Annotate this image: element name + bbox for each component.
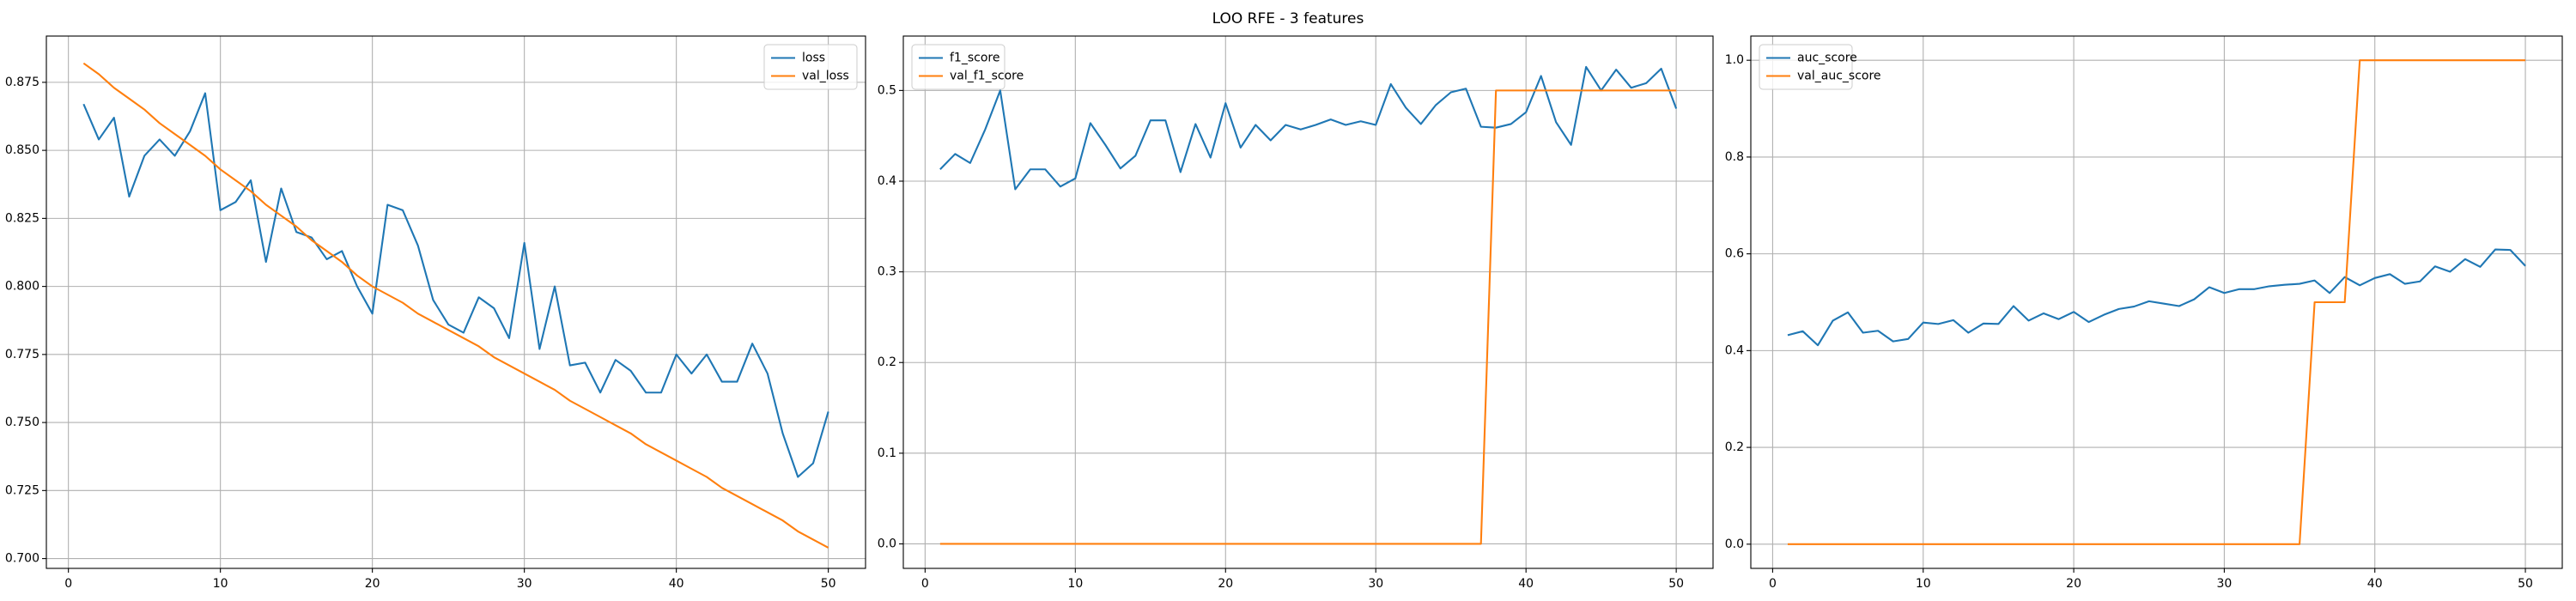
y-tick-label: 0.4 (878, 174, 896, 188)
legend-box (1759, 44, 1853, 90)
legend-box (763, 44, 858, 90)
y-tick-label: 0.850 (5, 143, 39, 157)
legend-box (911, 44, 1005, 90)
legend-label: val_f1_score (950, 70, 1024, 83)
y-tick-label: 0.0 (1725, 537, 1744, 551)
x-tick-label: 20 (2066, 577, 2081, 591)
y-tick-label: 0.5 (878, 83, 896, 97)
x-tick-label: 0 (64, 577, 72, 591)
y-tick-label: 0.6 (1725, 247, 1744, 261)
x-tick-label: 40 (2367, 577, 2383, 591)
y-tick-label: 1.0 (1725, 53, 1744, 67)
legend: f1_score val_f1_score (911, 44, 1024, 90)
y-tick-label: 0.725 (5, 483, 39, 497)
y-tick-label: 0.775 (5, 348, 39, 361)
legend-label: loss (802, 52, 825, 65)
x-tick-label: 30 (2216, 577, 2232, 591)
subplot: 0 10 20 30 40 50 0.0 0.2 0.4 0.6 0.8 1.0 auc_scoreva… (1725, 35, 2563, 591)
series-line (939, 89, 1677, 545)
y-tick-label: 0.800 (5, 280, 39, 294)
series-line (82, 92, 829, 478)
x-tick-label: 40 (669, 577, 684, 591)
x-tick-label: 30 (1368, 577, 1383, 591)
x-tick-label: 20 (1218, 577, 1233, 591)
legend: loss val_loss (763, 44, 858, 90)
legend-label: val_auc_score (1797, 70, 1881, 83)
y-tick-label: 0.825 (5, 211, 39, 225)
y-tick-label: 0.4 (1725, 343, 1744, 357)
y-tick-label: 0.875 (5, 76, 39, 89)
x-tick-label: 0 (1769, 577, 1777, 591)
subplot: 0 10 20 30 40 50 0.700 0.725 0.750 0.775 0.800 0.82… (5, 35, 866, 591)
series-line (1787, 59, 2526, 545)
x-tick-label: 10 (1916, 577, 1931, 591)
axes-frame (1750, 35, 2563, 569)
legend: auc_score val_auc_score (1759, 44, 1881, 90)
y-tick-label: 0.3 (878, 265, 896, 279)
legend-label: auc_score (1797, 52, 1857, 65)
y-tick-label: 0.700 (5, 552, 39, 566)
x-tick-label: 50 (821, 577, 836, 591)
y-tick-label: 0.8 (1725, 150, 1744, 164)
legend-label: val_loss (802, 70, 849, 83)
series-line (82, 62, 829, 549)
x-tick-label: 30 (517, 577, 532, 591)
axes-frame (46, 35, 866, 569)
axes-frame (902, 35, 1714, 569)
x-tick-label: 50 (1668, 577, 1684, 591)
x-tick-label: 0 (921, 577, 929, 591)
x-tick-label: 40 (1518, 577, 1534, 591)
y-tick-label: 0.750 (5, 416, 39, 429)
x-tick-label: 10 (1067, 577, 1083, 591)
x-tick-label: 50 (2518, 577, 2533, 591)
y-tick-label: 0.2 (1725, 440, 1744, 454)
series-line (939, 65, 1678, 191)
legend-label: f1_score (950, 52, 999, 65)
subplot: 0 10 20 30 40 50 0.0 0.1 0.2 0.3 0.4 0.5 f1_scoreval… (878, 35, 1714, 591)
y-tick-label: 0.2 (878, 355, 896, 369)
figure-title: LOO RFE - 3 features (1212, 10, 1364, 27)
x-tick-label: 10 (213, 577, 228, 591)
x-tick-label: 20 (365, 577, 380, 591)
y-tick-label: 0.0 (878, 537, 896, 550)
series-line (1787, 248, 2526, 347)
y-tick-label: 0.1 (878, 446, 896, 460)
